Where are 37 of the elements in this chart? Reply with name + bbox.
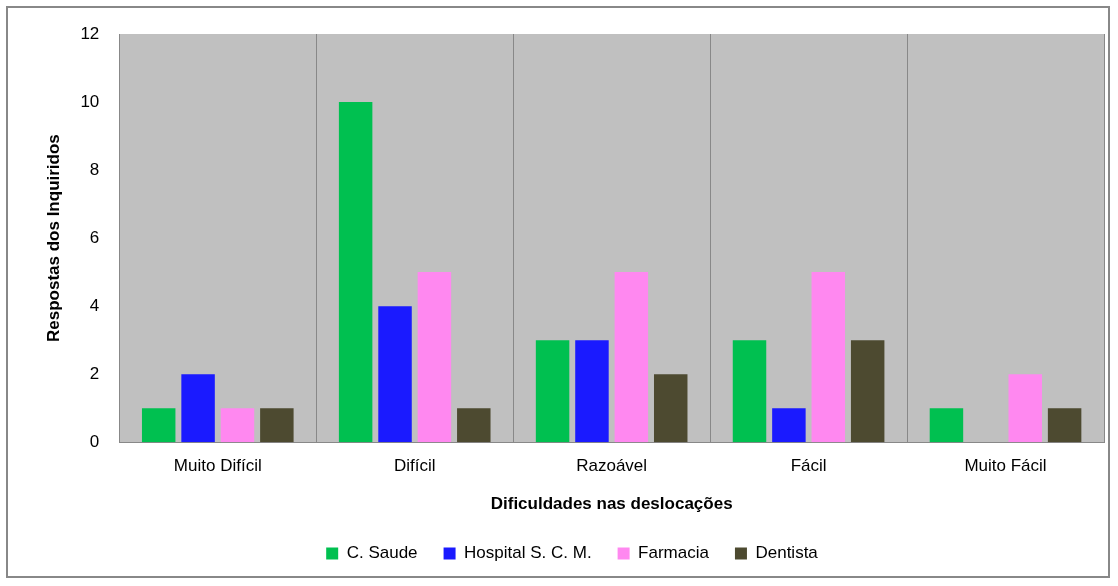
legend-label: Dentista — [755, 543, 819, 563]
y-tick-label: 4 — [89, 295, 100, 315]
bar — [378, 306, 412, 443]
bar — [535, 340, 570, 443]
x-tick-label: Muito Fácil — [964, 456, 1047, 476]
bar — [141, 408, 176, 443]
legend-label: C. Saude — [346, 543, 418, 563]
bar — [614, 272, 649, 443]
bar — [338, 102, 373, 443]
bar — [732, 340, 767, 443]
y-tick-label: 0 — [89, 431, 100, 451]
x-tick-label: Difícil — [393, 456, 436, 476]
x-axis-title: Dificuldades nas deslocações — [490, 494, 733, 514]
bar — [220, 408, 255, 443]
bar — [260, 408, 294, 443]
legend-label: Farmacia — [638, 543, 710, 563]
y-tick-label: 2 — [89, 363, 100, 383]
bar — [417, 272, 452, 443]
bar — [1008, 374, 1042, 443]
y-tick-label: 12 — [80, 23, 100, 43]
bar — [850, 340, 885, 443]
bar — [772, 408, 806, 443]
bar — [654, 374, 688, 443]
y-tick-label: 10 — [80, 91, 100, 111]
bar — [575, 340, 609, 443]
bar — [181, 374, 215, 443]
legend-label: Hospital S. C. M. — [464, 543, 592, 563]
x-tick-label: Fácil — [790, 456, 827, 476]
x-tick-label: Muito Difícil — [173, 456, 262, 476]
y-tick-label: 8 — [89, 159, 100, 179]
y-tick-label: 6 — [89, 227, 100, 247]
bar — [457, 408, 491, 443]
x-tick-label: Razoável — [576, 456, 648, 476]
y-axis-title: Respostas dos Inquiridos — [43, 134, 63, 343]
bar — [929, 408, 964, 443]
bar — [1047, 408, 1082, 443]
bar — [811, 272, 846, 443]
